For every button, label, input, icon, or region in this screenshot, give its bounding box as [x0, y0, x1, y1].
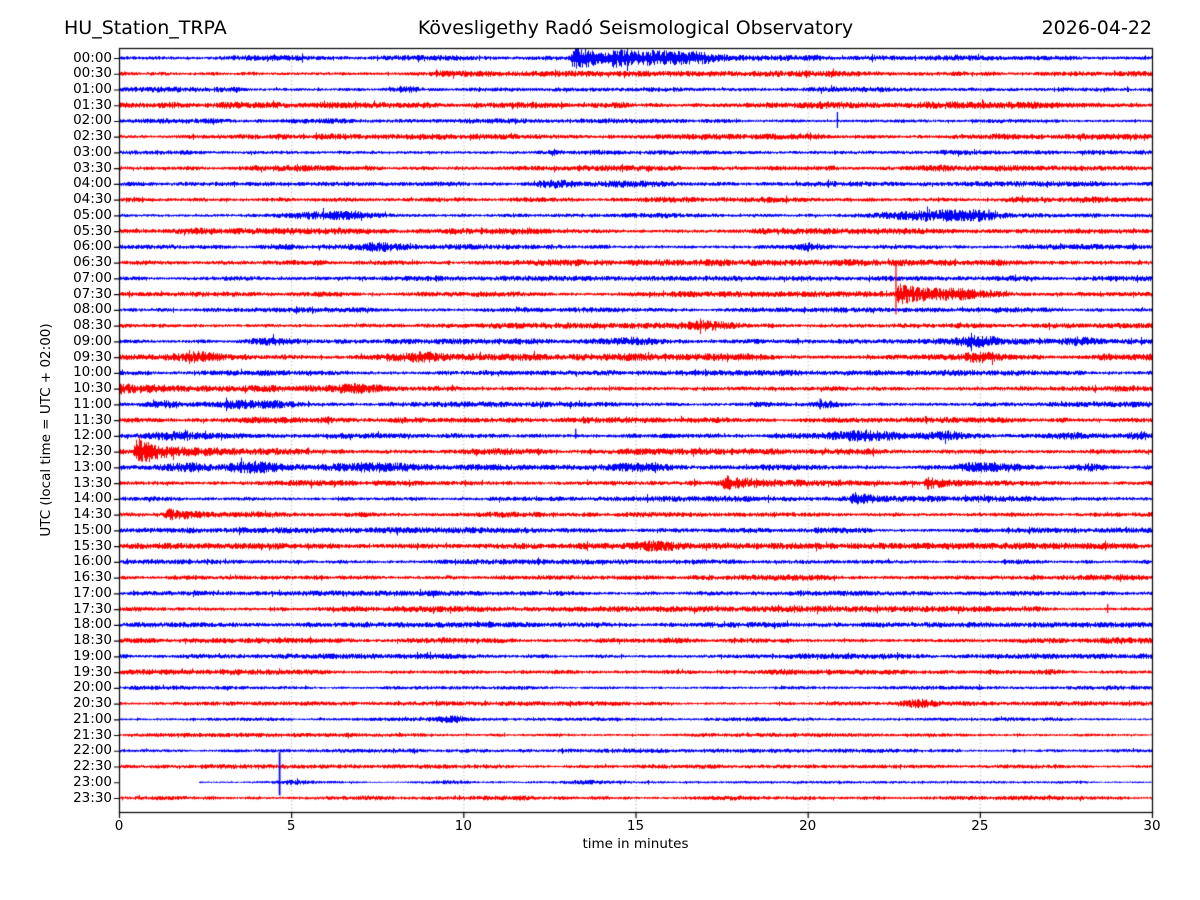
y-tick-label: 13:30	[73, 474, 112, 491]
y-tick-label: 01:00	[73, 80, 112, 97]
y-tick-label: 10:30	[73, 380, 112, 397]
y-tick-label: 04:30	[73, 191, 112, 208]
y-tick-label: 12:30	[73, 443, 112, 460]
y-tick-label: 16:00	[73, 553, 112, 570]
y-tick-label: 18:00	[73, 616, 112, 633]
y-tick-label: 02:30	[73, 128, 112, 145]
y-tick-label: 19:00	[73, 647, 112, 664]
y-tick-label: 10:00	[73, 364, 112, 381]
y-tick-label: 04:00	[73, 175, 112, 192]
y-tick-label: 08:00	[73, 301, 112, 318]
y-tick-label: 09:30	[73, 348, 112, 365]
y-tick-label: 23:30	[73, 789, 112, 806]
y-tick-label: 08:30	[73, 317, 112, 334]
x-tick-label: 25	[971, 818, 989, 834]
y-tick-label: 07:00	[73, 269, 112, 286]
y-tick-label: 06:00	[73, 238, 112, 255]
y-tick-label: 02:00	[73, 112, 112, 129]
y-tick-label: 00:00	[73, 49, 112, 66]
y-tick-label: 17:00	[73, 584, 112, 601]
x-tick-label: 20	[799, 818, 817, 834]
x-axis-label: time in minutes	[582, 836, 689, 852]
y-tick-label: 07:30	[73, 285, 112, 302]
x-tick-label: 5	[286, 818, 296, 834]
y-tick-label: 14:30	[73, 506, 112, 523]
y-tick-label: 17:30	[73, 600, 112, 617]
y-tick-label: 05:30	[73, 222, 112, 239]
y-tick-label: 05:00	[73, 206, 112, 223]
y-tick-label: 21:30	[73, 726, 112, 743]
y-tick-label: 15:00	[73, 521, 112, 538]
y-tick-label: 20:00	[73, 679, 112, 696]
y-tick-label: 20:30	[73, 695, 112, 712]
y-tick-label: 18:30	[73, 632, 112, 649]
y-tick-label: 13:00	[73, 458, 112, 475]
y-tick-label: 23:00	[73, 773, 112, 790]
y-tick-label: 19:30	[73, 663, 112, 680]
y-tick-label: 15:30	[73, 537, 112, 554]
y-tick-label: 03:30	[73, 159, 112, 176]
y-tick-label: 09:00	[73, 332, 112, 349]
y-tick-label: 21:00	[73, 710, 112, 727]
date-title: 2026-04-22	[1041, 17, 1152, 39]
y-tick-label: 11:30	[73, 411, 112, 428]
y-tick-label: 00:30	[73, 65, 112, 82]
x-tick-label: 30	[1143, 818, 1161, 834]
x-tick-label: 10	[454, 818, 472, 834]
y-tick-label: 11:00	[73, 395, 112, 412]
y-tick-label: 22:00	[73, 742, 112, 759]
y-tick-label: 12:00	[73, 427, 112, 444]
y-tick-label: 06:30	[73, 254, 112, 271]
x-tick-label: 0	[114, 818, 124, 834]
y-tick-label: 22:30	[73, 758, 112, 774]
y-tick-label: 16:30	[73, 569, 112, 586]
y-tick-label: 14:00	[73, 490, 112, 507]
observatory-title: Kövesligethy Radó Seismological Observat…	[417, 17, 854, 39]
y-tick-label: 03:00	[73, 143, 112, 160]
station-title: HU_Station_TRPA	[64, 17, 227, 39]
y-tick-label: 01:30	[73, 96, 112, 113]
x-tick-label: 15	[626, 818, 645, 834]
